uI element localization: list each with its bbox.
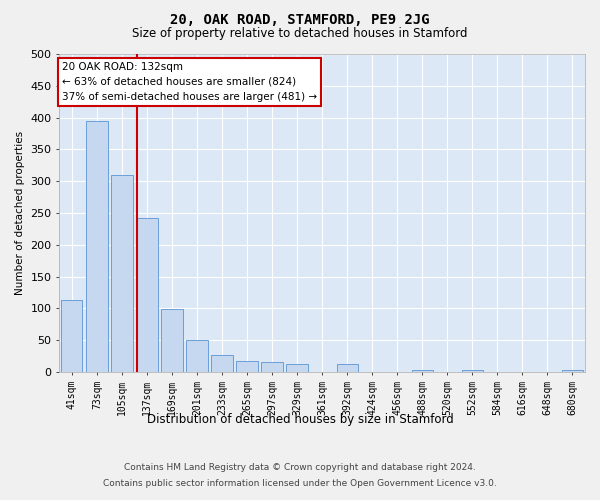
Text: 20 OAK ROAD: 132sqm
← 63% of detached houses are smaller (824)
37% of semi-detac: 20 OAK ROAD: 132sqm ← 63% of detached ho… [62, 62, 317, 102]
Text: Size of property relative to detached houses in Stamford: Size of property relative to detached ho… [132, 28, 468, 40]
Bar [211, 355, 233, 372]
Bar [262, 362, 283, 372]
Bar [86, 122, 107, 372]
Bar [412, 370, 433, 372]
Text: Contains public sector information licensed under the Open Government Licence v3: Contains public sector information licen… [103, 478, 497, 488]
Text: Distribution of detached houses by size in Stamford: Distribution of detached houses by size … [146, 412, 454, 426]
Bar [61, 300, 82, 372]
Bar [337, 364, 358, 372]
Bar [236, 362, 258, 372]
Bar [286, 364, 308, 372]
Bar [462, 370, 483, 372]
Bar [136, 218, 158, 372]
Text: Contains HM Land Registry data © Crown copyright and database right 2024.: Contains HM Land Registry data © Crown c… [124, 464, 476, 472]
Bar [187, 340, 208, 372]
Bar [161, 309, 182, 372]
Y-axis label: Number of detached properties: Number of detached properties [15, 131, 25, 295]
Text: 20, OAK ROAD, STAMFORD, PE9 2JG: 20, OAK ROAD, STAMFORD, PE9 2JG [170, 12, 430, 26]
Bar [111, 175, 133, 372]
Bar [562, 370, 583, 372]
